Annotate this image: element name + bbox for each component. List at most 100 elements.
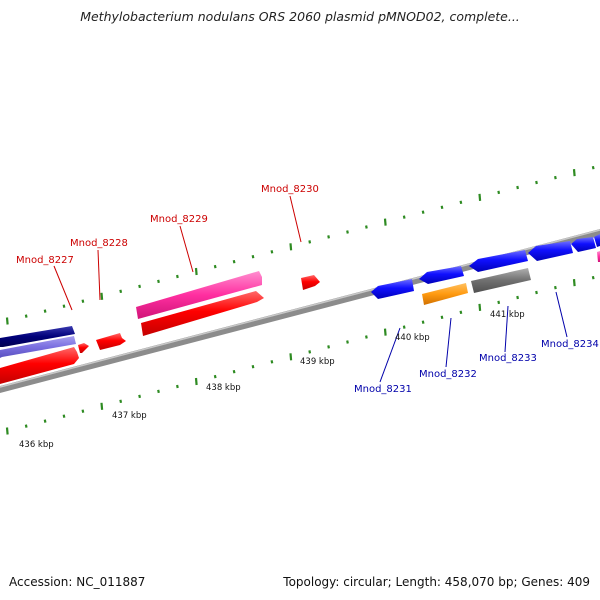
gene-label-mnod-8234[interactable]: Mnod_8234 [541,339,599,350]
scale-tick [327,235,330,239]
scale-tick [421,210,425,214]
scale-tick [535,290,538,295]
gene-mnod-8226-red-arrow[interactable] [0,347,79,384]
scale-tick [5,427,9,435]
gene-mnod-8233a-arrow[interactable] [469,250,528,272]
kbp-label-436: 436 kbp [19,440,54,450]
scale-tick [232,259,236,264]
scale-tick [119,289,123,294]
gene-mnod-8226b-arrow[interactable] [0,336,76,358]
scale-tick [251,364,255,369]
scale-tick [497,300,501,305]
scale-tick [62,304,66,308]
kbp-label-440: 440 kbp [395,333,430,343]
gene-label-mnod-8232[interactable]: Mnod_8232 [419,369,477,380]
scale-tick [81,409,85,413]
label-line-mnod-8227 [53,265,73,311]
scale-tick [138,394,141,399]
gene-label-mnod-8229[interactable]: Mnod_8229 [150,214,208,225]
scale-tick [289,353,293,361]
kbp-label-441: 441 kbp [490,310,525,320]
scale-tick [459,310,463,315]
scale-tick [194,267,198,276]
gene-mnod-8227-arrow[interactable] [141,291,264,336]
scale-tick [572,279,576,287]
scale-tick [5,317,9,325]
scale-tick [459,200,463,205]
gene-mnod-8235-arrow[interactable] [571,234,600,252]
scale-tick [289,243,293,251]
label-line-mnod-8233 [504,305,509,353]
scale-tick [24,424,28,428]
kbp-label-437: 437 kbp [112,411,147,421]
kbp-label-438: 438 kbp [206,383,241,393]
gene-label-mnod-8231[interactable]: Mnod_8231 [354,384,412,395]
gene-pink-edge-arrow[interactable] [597,251,600,262]
scale-tick [516,295,519,300]
scale-tick [535,180,538,185]
label-line-mnod-8229 [179,225,194,273]
scale-tick [478,193,482,201]
scale-tick [43,309,47,313]
scale-tick [516,185,519,190]
gene-mnod-8231-arrow[interactable] [371,279,414,299]
gene-label-mnod-8233[interactable]: Mnod_8233 [479,353,537,364]
scale-tick [591,275,595,280]
gene-mnod-8232a-arrow[interactable] [419,266,464,284]
scale-tick [421,320,425,324]
scale-tick [308,240,312,244]
label-line-mnod-8230 [289,195,302,243]
scale-tick [62,414,66,418]
scale-tick [176,274,179,279]
scale-tick [138,284,141,289]
scale-tick [346,340,349,344]
scale-tick [213,264,217,269]
scale-tick [402,325,406,329]
topology-summary: Topology: circular; Length: 458,070 bp; … [283,575,590,589]
scale-tick [497,190,501,195]
gene-mnod-8233-arrow[interactable] [471,268,531,293]
accession-text: Accession: NC_011887 [9,575,146,589]
scale-tick [554,175,557,180]
scale-tick [591,165,595,170]
gene-small-red-arrow[interactable] [78,343,89,353]
scale-tick [81,299,85,303]
inner-tick-row [5,275,595,435]
map-title: Methylobacterium nodulans ORS 2060 plasm… [80,9,520,24]
scale-tick [365,225,368,229]
gene-label-mnod-8227[interactable]: Mnod_8227 [16,255,74,266]
kbp-label-439: 439 kbp [300,357,335,367]
scale-tick [213,374,217,379]
outer-tick-row [5,165,595,325]
scale-tick [383,218,387,226]
label-line-mnod-8234 [555,291,568,338]
gene-mnod-8229-arrow[interactable] [136,271,262,319]
scale-tick [24,314,28,318]
gene-mnod-8226a-arrow[interactable] [0,326,75,347]
gene-mnod-8228-arrow[interactable] [96,333,126,350]
scale-tick [232,369,236,374]
scale-tick [402,215,406,219]
gene-mnod-8234-arrow[interactable] [528,241,573,261]
scale-tick [440,315,444,320]
label-line-mnod-8231 [379,327,401,383]
label-line-mnod-8232 [445,317,452,368]
scale-tick [157,279,160,284]
scale-tick [327,345,330,349]
scale-tick [365,335,368,339]
scale-tick [308,350,312,354]
gene-mnod-8230-arrow[interactable] [301,275,320,290]
scale-tick [270,360,274,364]
scale-tick [270,250,274,254]
scale-tick [43,419,47,423]
scale-tick [346,230,349,234]
gene-label-mnod-8228[interactable]: Mnod_8228 [70,238,128,249]
label-line-mnod-8228 [97,249,101,301]
scale-tick [572,169,576,177]
gene-label-mnod-8230[interactable]: Mnod_8230 [261,184,319,195]
scale-tick [251,254,255,259]
gene-mnod-8232-arrow[interactable] [422,283,468,305]
scale-tick [119,399,123,404]
scale-tick [100,402,104,410]
